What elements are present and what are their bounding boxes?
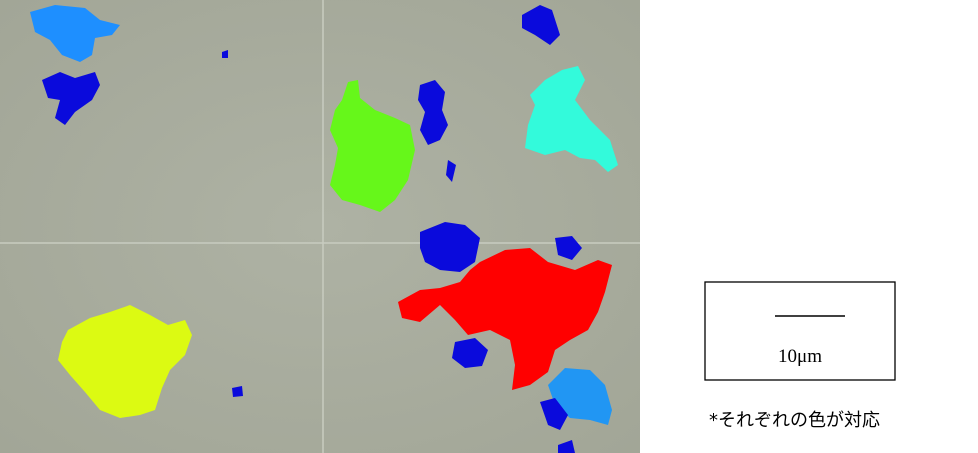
figure: 10μm *それぞれの色が対応 (0, 0, 978, 453)
figure-canvas: 10μm *それぞれの色が対応 (0, 0, 978, 453)
scale-label: 10μm (778, 346, 822, 367)
note: *それぞれの色が対応 (709, 410, 880, 431)
scale-bar: 10μm (705, 282, 895, 380)
micrograph (0, 0, 640, 453)
